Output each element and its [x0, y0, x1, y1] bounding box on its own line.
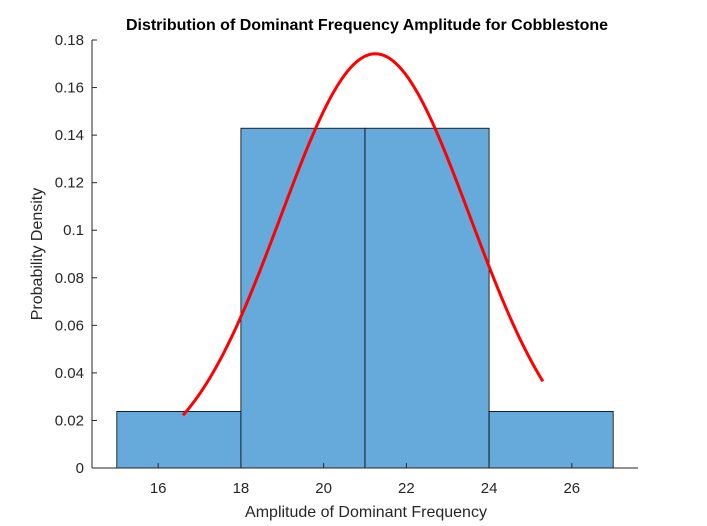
histogram-bars: [116, 127, 614, 469]
x-tick-label: 16: [150, 480, 167, 497]
y-tick-label: 0.16: [55, 80, 84, 97]
x-tick-label: 18: [233, 480, 250, 497]
histogram-bar: [488, 411, 614, 469]
axes: [91, 40, 638, 469]
x-tick-label: 24: [481, 480, 498, 497]
y-ticks: 0 0.02 0.04 0.06 0.08 0.1 0.12 0.14 0.16 0.18: [55, 32, 97, 477]
x-ticks: 16 18 20 22 24 26: [150, 463, 580, 497]
y-tick-label: 0.14: [55, 127, 84, 144]
y-tick-label: 0.18: [55, 32, 84, 49]
y-tick-label: 0.06: [55, 317, 84, 334]
histogram-bar: [116, 411, 242, 469]
x-tick-label: 22: [398, 480, 415, 497]
histogram-bar: [364, 127, 490, 469]
x-axis-label: Amplitude of Dominant Frequency: [245, 504, 487, 521]
y-tick-label: 0: [76, 460, 84, 477]
fit-curve: [181, 52, 545, 417]
y-tick-label: 0.1: [63, 222, 84, 239]
histogram-bar: [240, 127, 366, 469]
y-tick-label: 0.02: [55, 412, 84, 429]
x-tick-label: 26: [563, 480, 580, 497]
y-axis-label: Probability Density: [29, 188, 46, 321]
y-tick-label: 0.08: [55, 270, 84, 287]
fit-curve-group: [181, 52, 545, 417]
y-tick-label: 0.12: [55, 175, 84, 192]
x-tick-label: 20: [315, 480, 332, 497]
chart-title: Distribution of Dominant Frequency Ampli…: [126, 17, 608, 34]
y-tick-label: 0.04: [55, 365, 84, 382]
